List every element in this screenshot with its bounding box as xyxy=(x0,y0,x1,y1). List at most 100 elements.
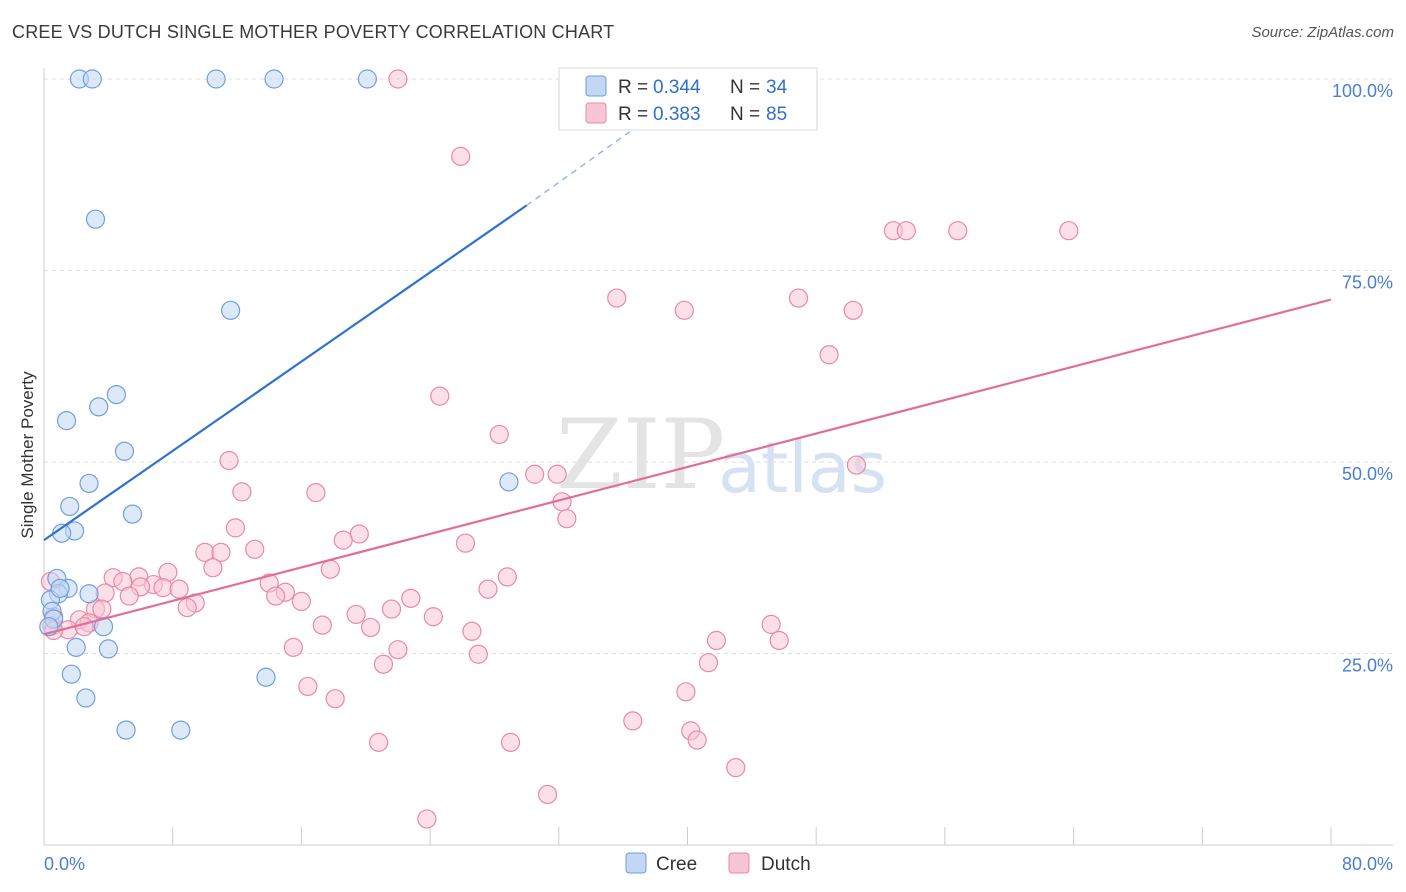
data-point xyxy=(769,630,789,651)
data-point xyxy=(623,711,643,731)
stats-legend: R = 0.344 N = 34 R = 0.383 N = 85 xyxy=(558,67,818,131)
trend-line-cree-extension xyxy=(526,124,640,206)
legend-r-label-dutch: R = xyxy=(618,104,648,125)
legend-r-value-dutch: 0.383 xyxy=(653,104,701,125)
data-point xyxy=(846,455,867,475)
data-point xyxy=(82,69,102,89)
watermark-zip: ZIP xyxy=(556,399,725,511)
series-label-cree: Cree xyxy=(656,854,697,875)
data-point xyxy=(401,588,421,608)
series-label-dutch: Dutch xyxy=(761,854,811,875)
data-point xyxy=(761,614,781,634)
data-point xyxy=(203,558,223,578)
data-point xyxy=(489,424,509,445)
data-point xyxy=(499,472,519,492)
y-tick-label: 50.0% xyxy=(1342,464,1393,484)
data-point xyxy=(478,579,498,599)
data-point xyxy=(537,784,558,805)
data-point xyxy=(98,639,118,659)
data-point xyxy=(417,809,437,829)
data-point xyxy=(698,653,719,673)
data-point xyxy=(56,411,77,431)
data-point xyxy=(266,586,286,606)
data-point xyxy=(525,464,545,484)
y-tick-label: 75.0% xyxy=(1342,273,1393,293)
legend-n-value-dutch: 85 xyxy=(766,104,787,125)
legend-r-value-cree: 0.344 xyxy=(653,77,701,98)
trend-lines xyxy=(43,124,1332,636)
trend-line-dutch xyxy=(43,298,1332,636)
grid-lines xyxy=(44,78,1393,654)
data-point xyxy=(171,720,191,740)
y-tick-label: 100.0% xyxy=(1332,81,1393,101)
data-point xyxy=(225,518,246,538)
data-point xyxy=(346,604,366,625)
data-point xyxy=(607,288,627,308)
data-point xyxy=(357,69,377,89)
data-point xyxy=(896,221,916,241)
data-point xyxy=(360,617,381,638)
legend-n-value-cree: 34 xyxy=(766,77,788,98)
chart-title: CREE VS DUTCH SINGLE MOTHER POVERTY CORR… xyxy=(12,22,615,42)
data-point xyxy=(219,450,239,471)
data-point xyxy=(706,630,727,651)
data-point xyxy=(788,288,809,308)
data-point xyxy=(264,69,284,89)
data-point xyxy=(122,504,143,524)
data-point xyxy=(388,640,408,660)
data-point xyxy=(256,667,276,687)
data-point xyxy=(106,384,126,405)
series-dutch-points xyxy=(40,69,1079,829)
data-point xyxy=(114,441,135,461)
data-point xyxy=(79,584,99,604)
data-point xyxy=(298,676,318,697)
data-point xyxy=(468,644,488,664)
data-point xyxy=(116,720,136,740)
data-point xyxy=(423,607,443,627)
series-legend: Cree Dutch xyxy=(625,852,811,875)
data-point xyxy=(674,300,694,320)
data-point xyxy=(153,578,173,598)
data-point xyxy=(726,758,746,778)
data-points xyxy=(39,69,1079,829)
data-point xyxy=(381,599,402,619)
data-point xyxy=(455,533,476,553)
data-point xyxy=(547,464,567,484)
trend-line-cree xyxy=(43,204,528,542)
y-axis-label: Single Mother Poverty xyxy=(18,371,37,539)
data-point xyxy=(325,689,345,709)
x-tick-label: 0.0% xyxy=(44,854,85,874)
data-point xyxy=(557,509,577,529)
axes xyxy=(43,68,1393,846)
data-point xyxy=(221,300,241,320)
data-point xyxy=(500,732,521,752)
data-point xyxy=(245,539,265,559)
data-point xyxy=(430,386,450,406)
series-cree-points xyxy=(39,69,519,740)
data-point xyxy=(320,559,340,579)
data-point xyxy=(89,397,109,417)
data-point xyxy=(85,209,106,229)
data-point xyxy=(74,617,94,637)
data-point xyxy=(451,146,471,166)
data-point xyxy=(462,621,482,641)
x-tick-label: 80.0% xyxy=(1342,854,1393,874)
data-point xyxy=(373,654,394,674)
data-point xyxy=(66,637,86,657)
data-point xyxy=(232,482,252,502)
data-point xyxy=(333,530,353,550)
legend-swatch-cree xyxy=(585,75,607,97)
y-tick-label: 25.0% xyxy=(1342,656,1393,676)
data-point xyxy=(349,524,369,544)
data-point xyxy=(388,69,408,89)
data-point xyxy=(291,591,311,612)
data-point xyxy=(819,345,839,365)
data-point xyxy=(169,579,189,599)
data-point xyxy=(948,221,968,241)
data-point xyxy=(497,567,517,587)
data-point xyxy=(76,688,96,708)
legend-swatch-dutch xyxy=(585,102,607,124)
legend-n-label-dutch: N = xyxy=(730,104,760,125)
data-point xyxy=(61,664,81,684)
